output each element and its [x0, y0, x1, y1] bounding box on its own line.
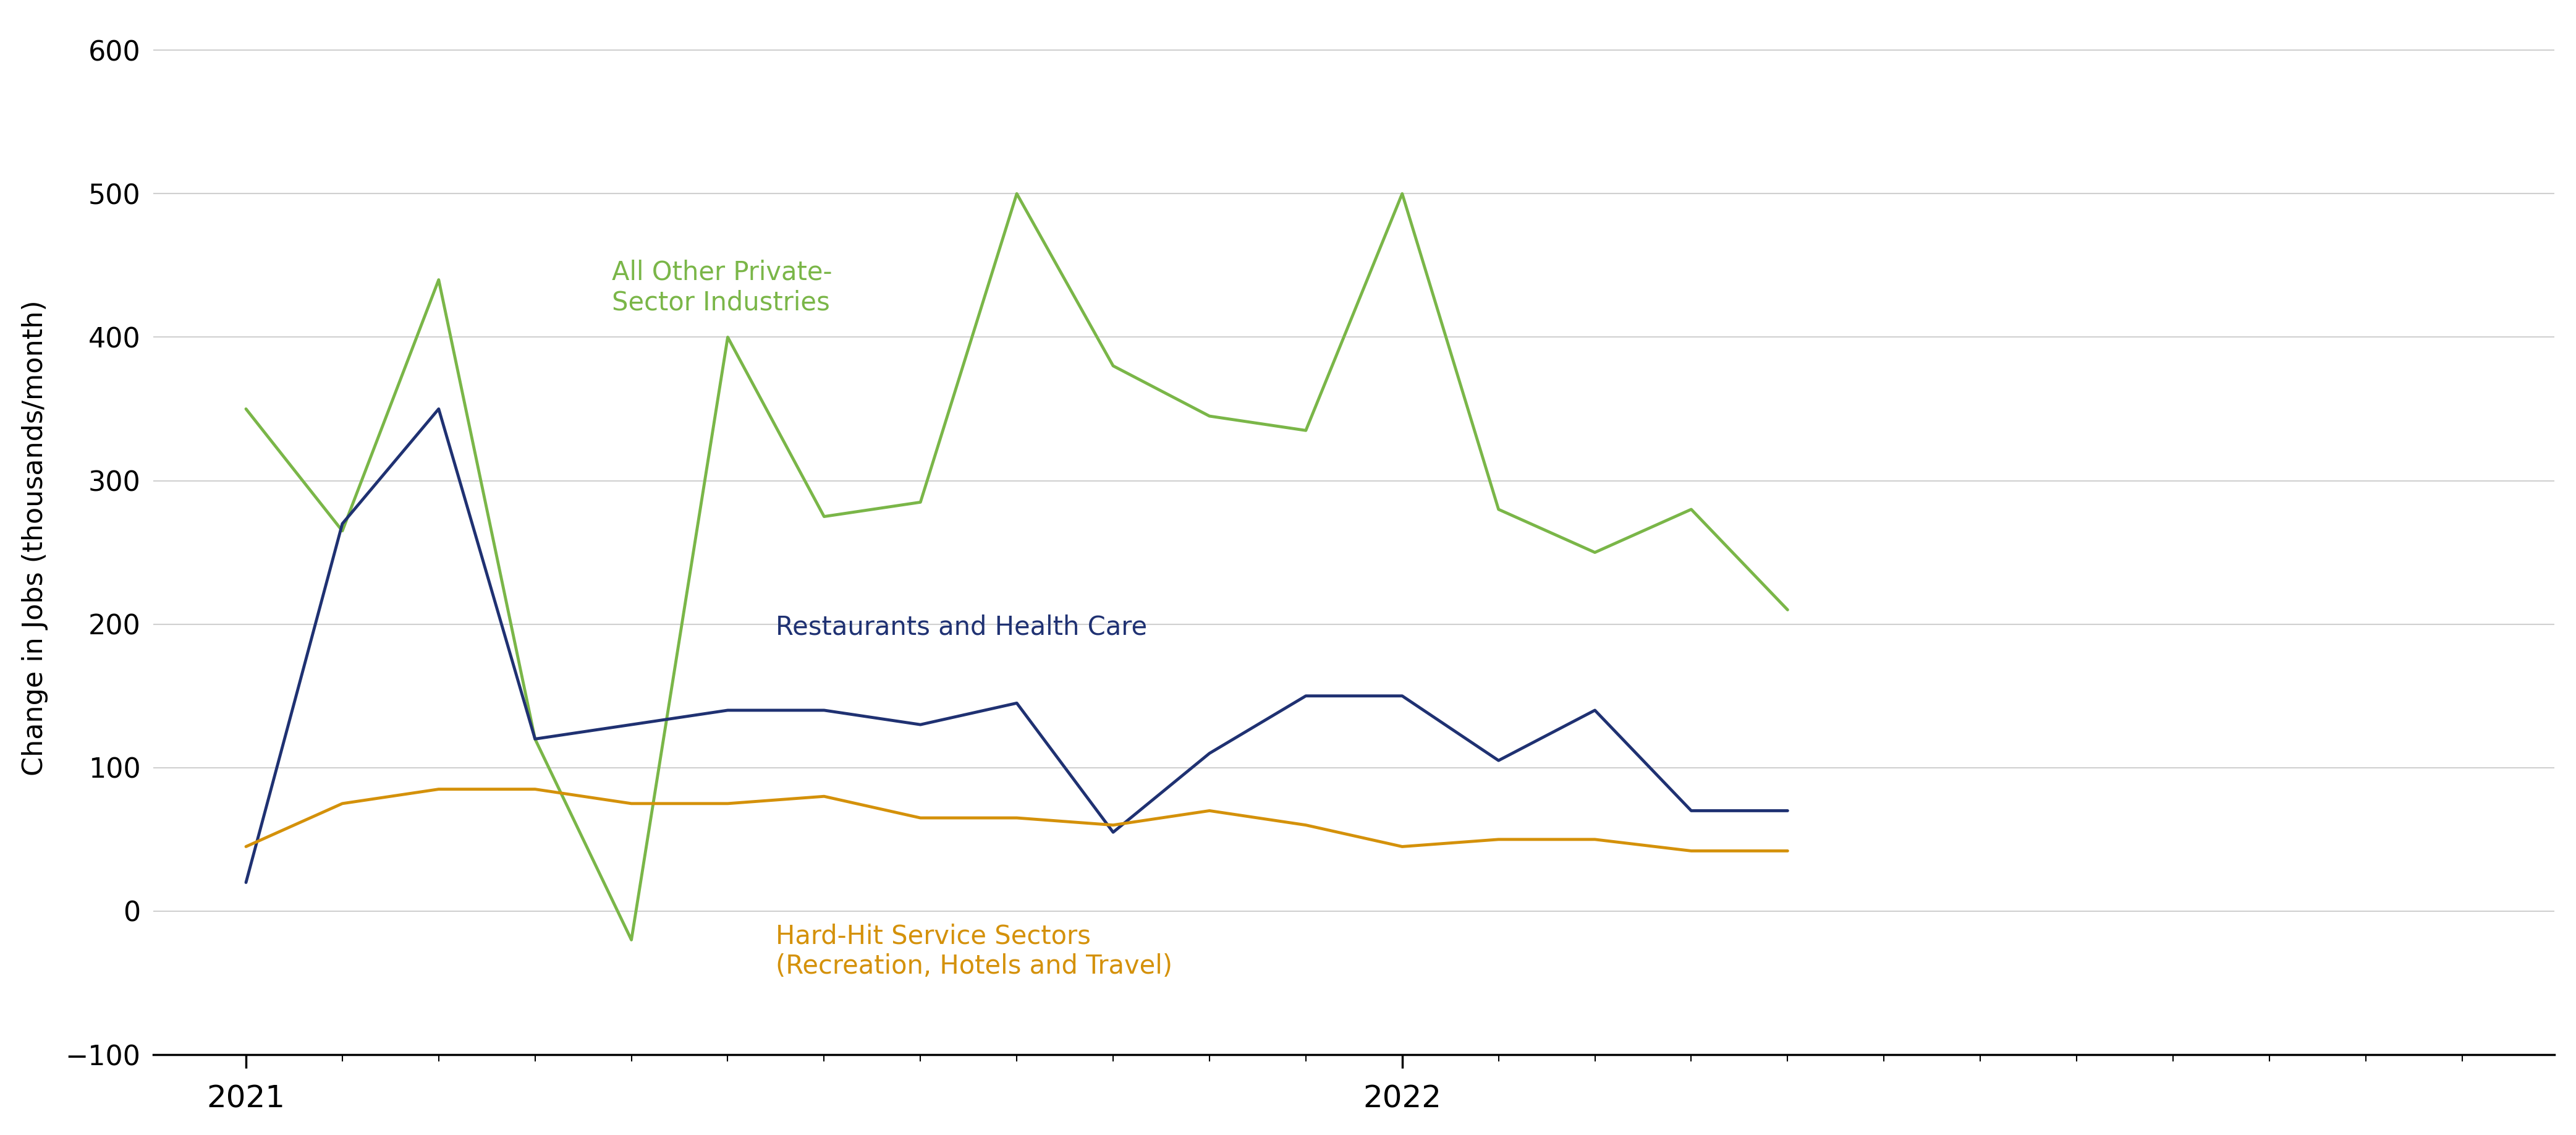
Y-axis label: Change in Jobs (thousands/month): Change in Jobs (thousands/month) — [21, 300, 49, 776]
Text: All Other Private-
Sector Industries: All Other Private- Sector Industries — [613, 260, 832, 316]
Text: Restaurants and Health Care: Restaurants and Health Care — [775, 614, 1146, 640]
Text: Hard-Hit Service Sectors
(Recreation, Hotels and Travel): Hard-Hit Service Sectors (Recreation, Ho… — [775, 924, 1172, 980]
